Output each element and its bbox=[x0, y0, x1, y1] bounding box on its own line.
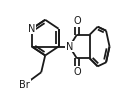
Text: O: O bbox=[73, 16, 81, 26]
Text: N: N bbox=[28, 24, 35, 34]
Text: N: N bbox=[66, 41, 73, 52]
Text: Br: Br bbox=[19, 80, 30, 90]
Text: O: O bbox=[73, 67, 81, 77]
